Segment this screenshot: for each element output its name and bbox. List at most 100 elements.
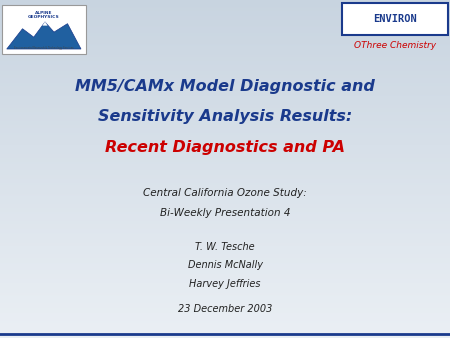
Bar <box>0 13 450 14</box>
Bar <box>0 212 450 213</box>
Bar <box>0 264 450 265</box>
Text: ENVIRON: ENVIRON <box>373 15 417 24</box>
Bar <box>0 206 450 207</box>
Bar <box>0 73 450 74</box>
Bar <box>0 221 450 222</box>
Bar <box>0 154 450 155</box>
Bar <box>0 168 450 169</box>
Bar <box>0 51 450 52</box>
Bar <box>0 277 450 278</box>
Bar <box>0 24 450 25</box>
Bar <box>0 121 450 122</box>
Bar <box>0 169 450 170</box>
Bar <box>0 249 450 250</box>
Bar <box>0 223 450 224</box>
Bar <box>0 192 450 193</box>
Bar <box>0 131 450 132</box>
Bar <box>0 170 450 171</box>
Bar <box>0 62 450 63</box>
Bar <box>0 95 450 96</box>
Bar <box>0 115 450 116</box>
Bar <box>0 143 450 144</box>
Bar <box>0 107 450 108</box>
Bar <box>0 238 450 239</box>
Bar <box>0 167 450 168</box>
Bar <box>0 230 450 231</box>
Bar <box>0 171 450 172</box>
Bar <box>0 332 450 334</box>
Bar <box>0 273 450 274</box>
Bar <box>0 258 450 259</box>
Bar <box>0 80 450 81</box>
Bar <box>0 291 450 292</box>
Bar <box>0 239 450 240</box>
Bar <box>0 112 450 113</box>
Bar <box>0 219 450 220</box>
Bar <box>0 257 450 258</box>
Bar <box>0 82 450 83</box>
Text: T. W. Tesche: T. W. Tesche <box>195 242 255 252</box>
Bar <box>0 1 450 2</box>
Bar <box>0 46 450 47</box>
Bar <box>0 3 450 4</box>
Bar <box>0 313 450 314</box>
Bar <box>0 263 450 264</box>
Bar <box>0 176 450 177</box>
Bar <box>0 246 450 247</box>
Bar <box>0 87 450 88</box>
Bar <box>0 43 450 44</box>
Bar <box>0 233 450 234</box>
Bar <box>0 317 450 318</box>
Bar <box>0 271 450 273</box>
Bar <box>0 67 450 68</box>
Bar <box>0 329 450 330</box>
Bar <box>0 216 450 217</box>
Text: 23 December 2003: 23 December 2003 <box>178 304 272 314</box>
Bar <box>0 320 450 321</box>
Bar <box>0 295 450 296</box>
Bar <box>0 140 450 141</box>
Bar <box>0 26 450 27</box>
Bar <box>0 86 450 87</box>
Bar <box>0 226 450 227</box>
Bar <box>0 179 450 180</box>
Bar <box>0 251 450 252</box>
Bar <box>0 27 450 28</box>
Bar <box>0 108 450 109</box>
Bar <box>0 288 450 290</box>
Bar <box>0 53 450 54</box>
Bar <box>0 213 450 214</box>
Bar <box>0 72 450 73</box>
Bar <box>0 311 450 312</box>
Bar <box>0 290 450 291</box>
Bar <box>0 327 450 328</box>
Bar <box>0 144 450 145</box>
Bar <box>0 285 450 286</box>
Bar <box>0 205 450 206</box>
Bar <box>0 102 450 104</box>
Bar <box>0 21 450 23</box>
Bar <box>0 301 450 302</box>
Bar <box>0 297 450 298</box>
Bar <box>0 65 450 67</box>
Bar <box>0 188 450 189</box>
Bar <box>0 139 450 140</box>
Bar <box>0 196 450 197</box>
Bar <box>0 308 450 309</box>
Bar <box>0 335 450 336</box>
Bar <box>0 8 450 9</box>
Bar <box>0 88 450 89</box>
Bar <box>0 145 450 146</box>
Bar <box>0 48 450 50</box>
Bar <box>0 18 450 19</box>
Bar <box>0 268 450 269</box>
Bar <box>0 193 450 194</box>
Bar <box>0 173 450 175</box>
Bar <box>0 162 450 163</box>
Bar <box>0 161 450 162</box>
Bar <box>0 283 450 284</box>
Bar <box>0 296 450 297</box>
Bar <box>0 184 450 185</box>
Bar <box>0 160 450 161</box>
Bar <box>0 294 450 295</box>
